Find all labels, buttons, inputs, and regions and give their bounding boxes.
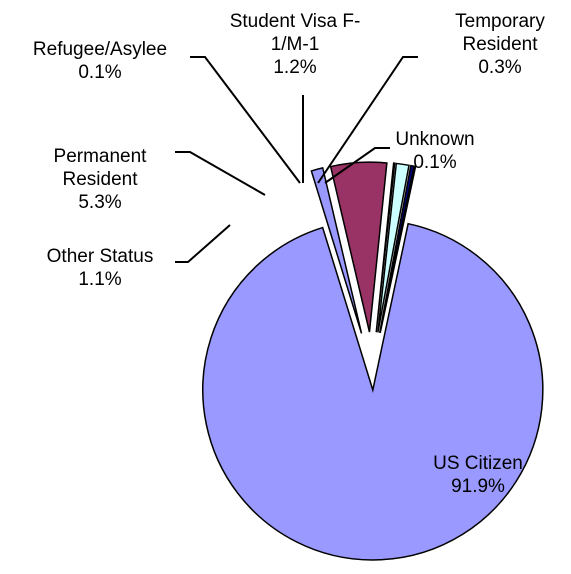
slice-label: Student Visa F-1/M-1 1.2% — [215, 10, 375, 79]
slice-value: 0.1% — [413, 152, 457, 173]
leader-line — [324, 147, 390, 184]
leader-line — [175, 151, 266, 196]
slice-value: 91.9% — [451, 476, 505, 497]
pie-slice — [378, 164, 415, 333]
slice-value: 5.3% — [78, 192, 122, 213]
slice-label: Unknown 0.1% — [375, 128, 495, 174]
slice-name: Temporary Resident — [455, 11, 545, 55]
leader-line — [317, 56, 418, 184]
slice-value: 0.1% — [78, 62, 122, 83]
slice-label: Temporary Resident 0.3% — [430, 10, 570, 79]
slice-value: 1.1% — [78, 269, 122, 290]
pie-slice — [310, 166, 363, 334]
slice-name: Other Status — [46, 246, 154, 267]
leader-line — [190, 56, 301, 184]
pie-slice — [202, 222, 544, 561]
slice-label: US Citizen 91.9% — [398, 452, 558, 498]
slice-name: Refugee/Asylee — [32, 39, 168, 60]
slice-name: Permanent Resident — [53, 146, 147, 190]
leader-line — [175, 224, 231, 263]
slice-name: US Citizen — [433, 453, 523, 474]
slice-label: Permanent Resident 5.3% — [25, 145, 175, 214]
slice-label: Other Status 1.1% — [15, 245, 185, 291]
pie-slice — [375, 162, 396, 333]
slice-value: 1.2% — [273, 57, 317, 78]
slice-name: Unknown — [395, 129, 475, 150]
pie-slice — [377, 162, 410, 333]
pie-slice — [329, 161, 388, 333]
slice-name: Student Visa F-1/M-1 — [229, 11, 361, 55]
slice-label: Refugee/Asylee 0.1% — [0, 38, 200, 84]
slice-value: 0.3% — [478, 57, 522, 78]
